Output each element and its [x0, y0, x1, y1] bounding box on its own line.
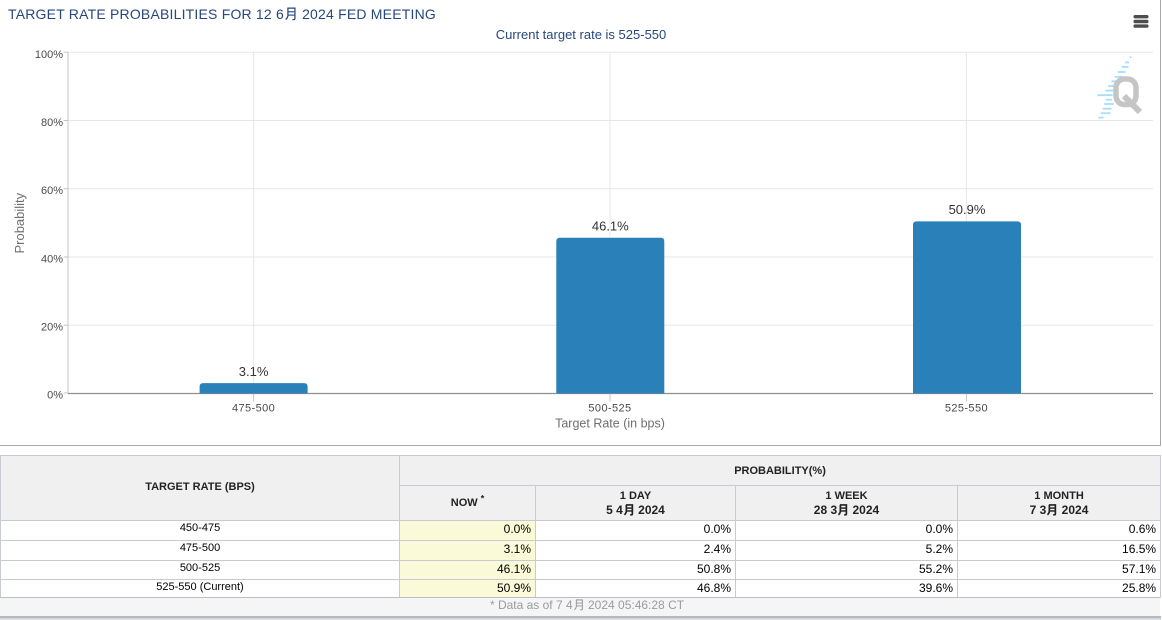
svg-text:0%: 0% — [47, 390, 63, 402]
svg-text:525-550: 525-550 — [945, 403, 988, 415]
svg-text:40%: 40% — [41, 253, 63, 265]
svg-text:50.9%: 50.9% — [949, 202, 986, 217]
svg-text:80%: 80% — [41, 117, 63, 129]
svg-text:3.1%: 3.1% — [239, 364, 269, 379]
svg-text:60%: 60% — [41, 185, 63, 197]
svg-text:475-500: 475-500 — [232, 403, 275, 415]
svg-text:100%: 100% — [35, 49, 63, 61]
svg-text:46.1%: 46.1% — [592, 218, 629, 233]
svg-text:500-525: 500-525 — [588, 403, 631, 415]
svg-text:Target Rate (in bps): Target Rate (in bps) — [555, 417, 665, 431]
svg-text:Probability: Probability — [12, 192, 27, 253]
svg-text:20%: 20% — [41, 322, 63, 334]
